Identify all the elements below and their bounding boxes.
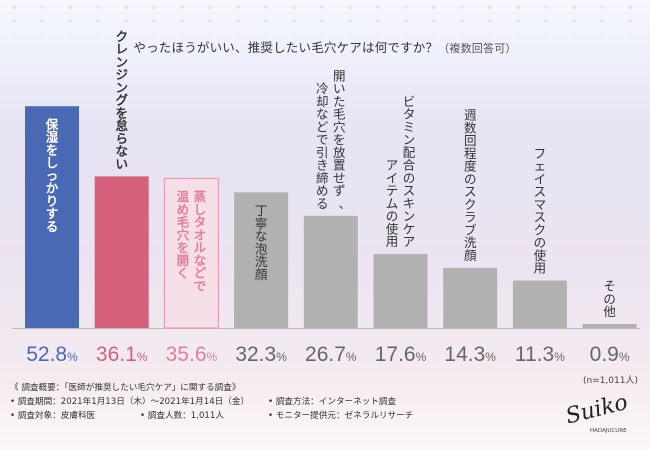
- footer-target: • 調査対象：皮膚科医: [10, 411, 96, 421]
- category-label-6-2: アイテムの使用: [386, 158, 399, 250]
- bar-6: [373, 254, 428, 328]
- bar-5: [303, 215, 358, 328]
- footer-period: • 調査期間：2021年1月13日（木）〜2021年1月14日（金）: [10, 397, 250, 407]
- chart-title-note: （複数回答可）: [438, 42, 517, 55]
- value-label-1: 52.8%: [26, 343, 78, 366]
- footer-count: • 調査人数：1,011人: [140, 411, 224, 421]
- value-label-6: 17.6%: [375, 343, 427, 366]
- footer-method: • 調査方法：インターネット調査: [268, 397, 397, 407]
- category-label-8-1: フェイスマスクの使用: [534, 146, 547, 276]
- value-label-7: 14.3%: [444, 343, 496, 366]
- bar-2: [94, 176, 149, 328]
- bar-3: [163, 177, 219, 329]
- category-label-1-1: 保湿をしっかりする: [45, 117, 59, 234]
- category-label-5-2: 冷却などで引き締める: [316, 81, 329, 211]
- value-label-8: 11.3%: [515, 343, 565, 366]
- bar-7: [443, 267, 498, 328]
- brand-logo: Suiko HADAJUCURE: [563, 390, 630, 434]
- value-label-9: 0.9%: [590, 343, 630, 366]
- category-label-3-2: 温め毛穴を開く: [177, 189, 190, 281]
- bar-4: [234, 192, 289, 328]
- chart-title: やったほうがいい、推奨したい毛穴ケアは何ですか？（複数回答可）: [0, 37, 650, 56]
- bar-9: [582, 324, 637, 328]
- bar-8: [512, 280, 567, 328]
- category-label-6-1: ビタミン配合のスキンケア: [403, 94, 416, 249]
- logo-subtext: HADAJUCURE: [590, 428, 627, 434]
- footer-overview: 《 調査概要：「医師が推奨したい毛穴ケア」に関する調査》: [10, 383, 241, 393]
- category-label-2-1: クレンジングを怠らない: [115, 29, 128, 172]
- value-label-2: 36.1%: [96, 343, 148, 366]
- value-label-5: 26.7%: [305, 343, 357, 366]
- value-label-4: 32.3%: [235, 343, 287, 366]
- category-label-3-1: 蒸しタオルなどで: [194, 189, 207, 293]
- value-label-3: 35.6%: [166, 343, 218, 366]
- survey-footer: 《 調査概要：「医師が推奨したい毛穴ケア」に関する調査》 • 調査期間：2021…: [10, 381, 413, 423]
- category-label-9-1: その他: [603, 279, 616, 320]
- category-label-5-1: 開いた毛穴を放置せず、: [333, 68, 351, 211]
- category-label-7-1: 週数回程度のスクラブ洗顔: [464, 108, 477, 263]
- background-pattern: [0, 0, 650, 34]
- bar-1: [25, 106, 79, 329]
- footer-provider: • モニター提供元：ゼネラルリサーチ: [268, 411, 414, 421]
- sample-size-label: (n=1,011人): [583, 375, 638, 386]
- category-label-4-1: 丁寧な泡洗顔: [255, 203, 268, 282]
- chart-title-text: やったほうがいい、推奨したい毛穴ケアは何ですか？: [133, 40, 439, 55]
- logo-script: Suiko: [563, 390, 630, 429]
